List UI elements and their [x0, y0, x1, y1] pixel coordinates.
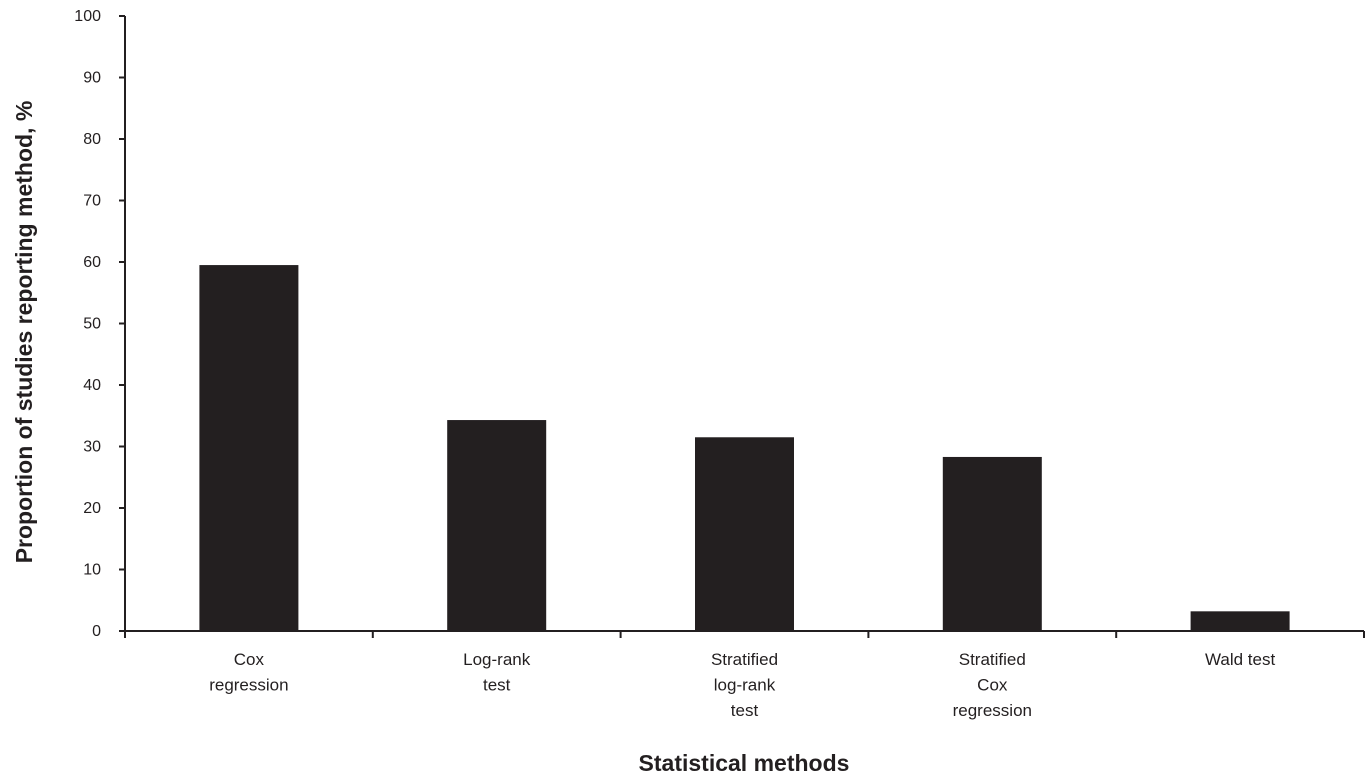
- category-label-line: Cox: [977, 676, 1008, 695]
- category-label-line: test: [483, 676, 511, 695]
- category-label-line: Wald test: [1205, 650, 1276, 669]
- x-axis-title: Statistical methods: [639, 750, 850, 774]
- category-labels-group: Cox regression Log-rank test Stratified log-r…: [209, 650, 1275, 720]
- category-label-line: Stratified: [959, 650, 1026, 669]
- category-label: Log-rank test: [463, 650, 531, 695]
- category-label: Stratified Cox regression: [953, 650, 1032, 720]
- category-label: Wald test: [1205, 650, 1276, 669]
- bar: [1190, 611, 1290, 631]
- bars-group: [199, 265, 1290, 631]
- category-label-line: Log-rank: [463, 650, 531, 669]
- y-tick-label: 100: [74, 8, 101, 25]
- y-tick-label: 40: [83, 377, 101, 394]
- category-label-line: regression: [209, 676, 288, 695]
- y-tick-label: 50: [83, 316, 101, 333]
- y-tick-label: 70: [83, 193, 101, 210]
- y-tick-label: 30: [83, 439, 101, 456]
- y-ticks-group: 0 10 20 30 40 50 60 70 80 90 100: [74, 8, 125, 640]
- y-tick-label: 10: [83, 562, 101, 579]
- y-tick-label: 60: [83, 254, 101, 271]
- bar: [447, 420, 547, 631]
- category-label-line: regression: [953, 701, 1032, 720]
- y-tick-label: 80: [83, 131, 101, 148]
- y-tick-label: 0: [92, 623, 101, 640]
- category-label-line: Cox: [234, 650, 265, 669]
- x-ticks-group: [124, 631, 1365, 638]
- category-label-line: test: [731, 701, 759, 720]
- category-label: Stratified log-rank test: [711, 650, 778, 720]
- bar: [199, 265, 299, 631]
- y-tick-label: 90: [83, 70, 101, 87]
- category-label: Cox regression: [209, 650, 288, 695]
- category-label-line: Stratified: [711, 650, 778, 669]
- y-tick-label: 20: [83, 500, 101, 517]
- bar: [942, 456, 1042, 631]
- category-label-line: log-rank: [714, 676, 776, 695]
- y-axis-title: Proportion of studies reporting method, …: [11, 101, 37, 564]
- bar: [695, 437, 794, 631]
